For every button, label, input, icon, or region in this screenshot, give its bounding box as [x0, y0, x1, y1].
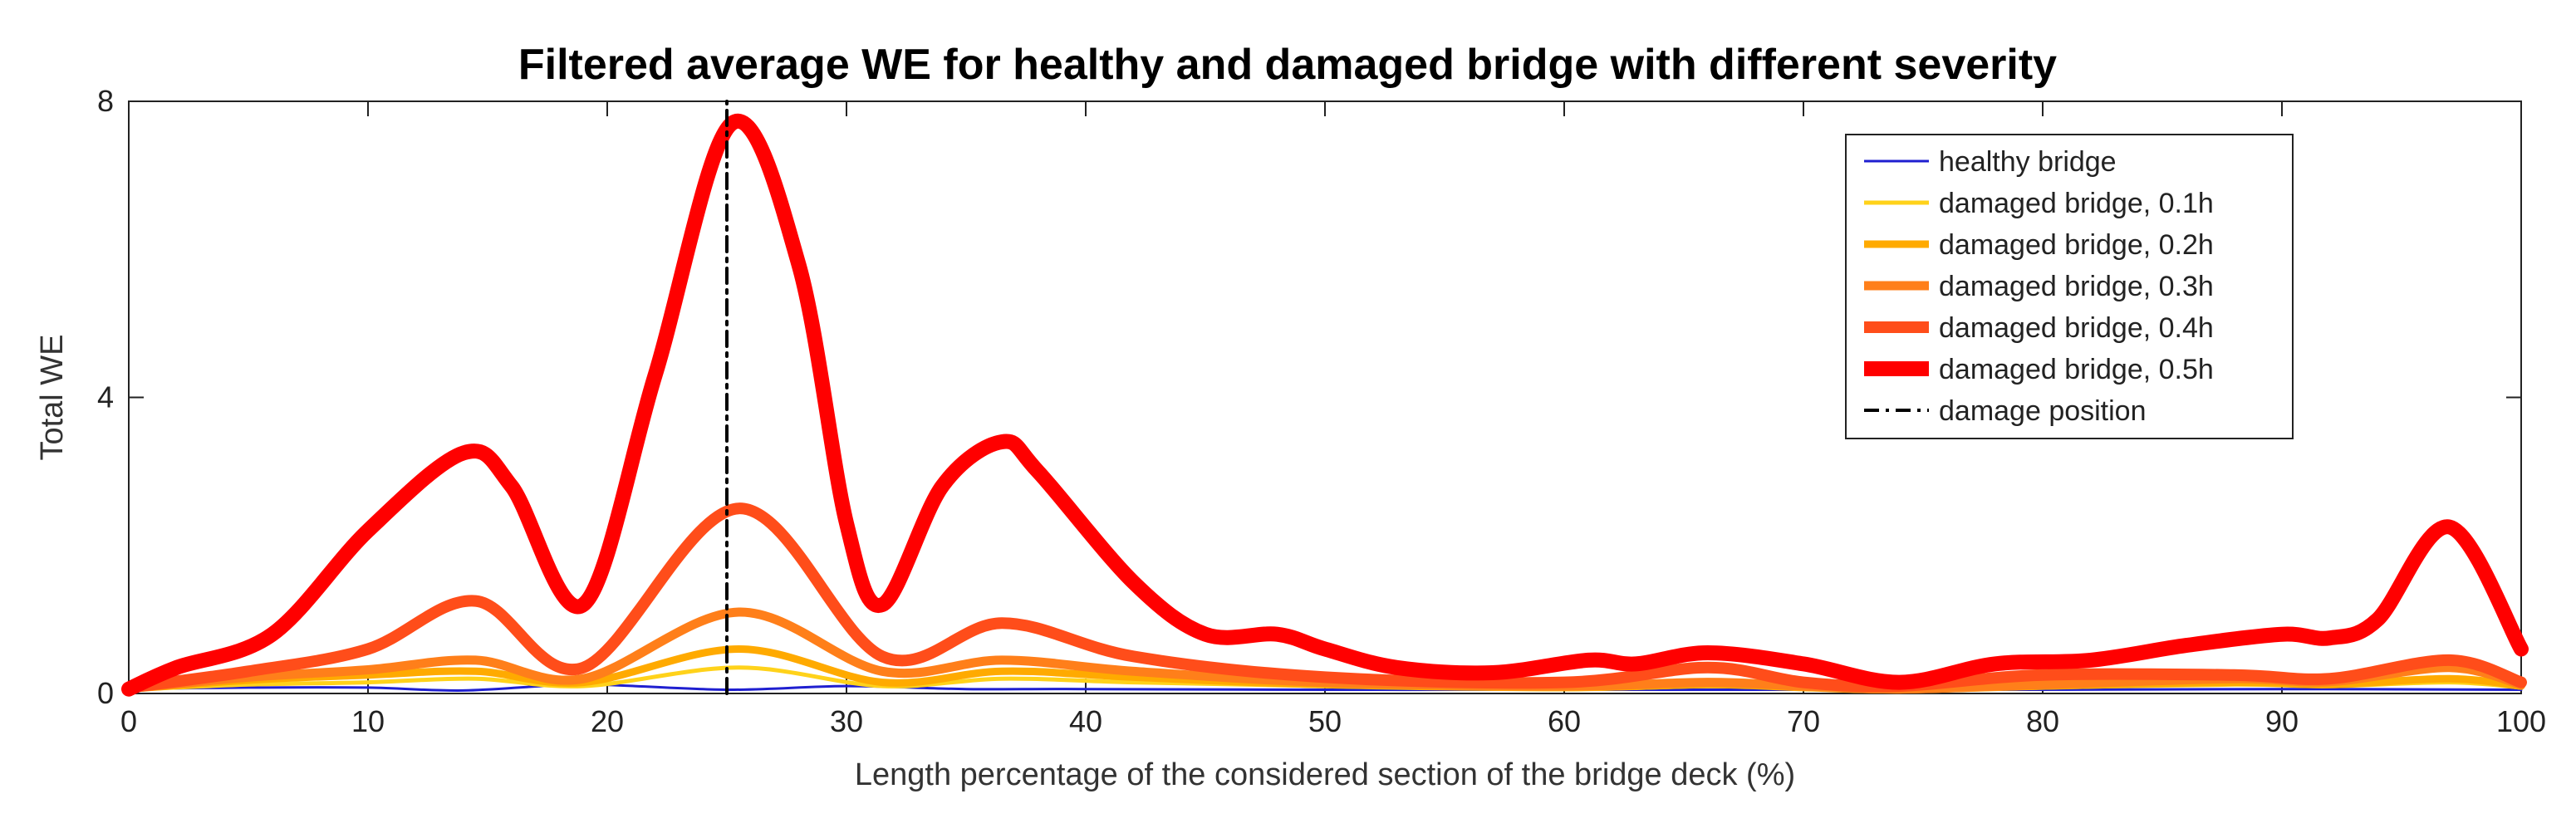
x-tick-label: 40 — [1069, 704, 1102, 738]
x-tick-label: 20 — [591, 704, 624, 738]
series-line-5 — [121, 114, 2529, 697]
x-tick-label: 80 — [2026, 704, 2059, 738]
x-tick-label: 90 — [2265, 704, 2299, 738]
y-tick-label: 0 — [97, 676, 114, 710]
x-axis-label: Length percentage of the considered sect… — [855, 757, 1795, 792]
y-tick-label: 8 — [97, 84, 114, 118]
legend: healthy bridge damaged bridge, 0.1h damage… — [1845, 134, 2294, 439]
series-line-4 — [123, 502, 2527, 693]
legend-label: damage position — [1939, 395, 2147, 427]
legend-label: damaged bridge, 0.3h — [1939, 271, 2214, 302]
x-tick-label: 0 — [120, 704, 137, 738]
chart-title: Filtered average WE for healthy and dama… — [518, 41, 2057, 89]
x-tick-label: 70 — [1787, 704, 1820, 738]
y-tick-label: 4 — [97, 380, 114, 414]
x-tick-label: 10 — [351, 704, 385, 738]
x-tick-label: 50 — [1308, 704, 1342, 738]
y-axis-label: Total WE — [35, 334, 70, 460]
legend-label: damaged bridge, 0.4h — [1939, 312, 2214, 344]
legend-label: damaged bridge, 0.2h — [1939, 229, 2214, 261]
x-tick-label: 60 — [1548, 704, 1581, 738]
series-lines — [121, 100, 2529, 697]
legend-label: healthy bridge — [1939, 146, 2117, 178]
x-tick-label: 30 — [830, 704, 863, 738]
x-tick-label: 100 — [2496, 704, 2546, 738]
legend-label: damaged bridge, 0.5h — [1939, 354, 2214, 385]
axis-ticks: 0 10 20 30 40 50 60 70 80 90 100 0 4 8 — [97, 84, 2546, 738]
legend-label: damaged bridge, 0.1h — [1939, 188, 2214, 219]
